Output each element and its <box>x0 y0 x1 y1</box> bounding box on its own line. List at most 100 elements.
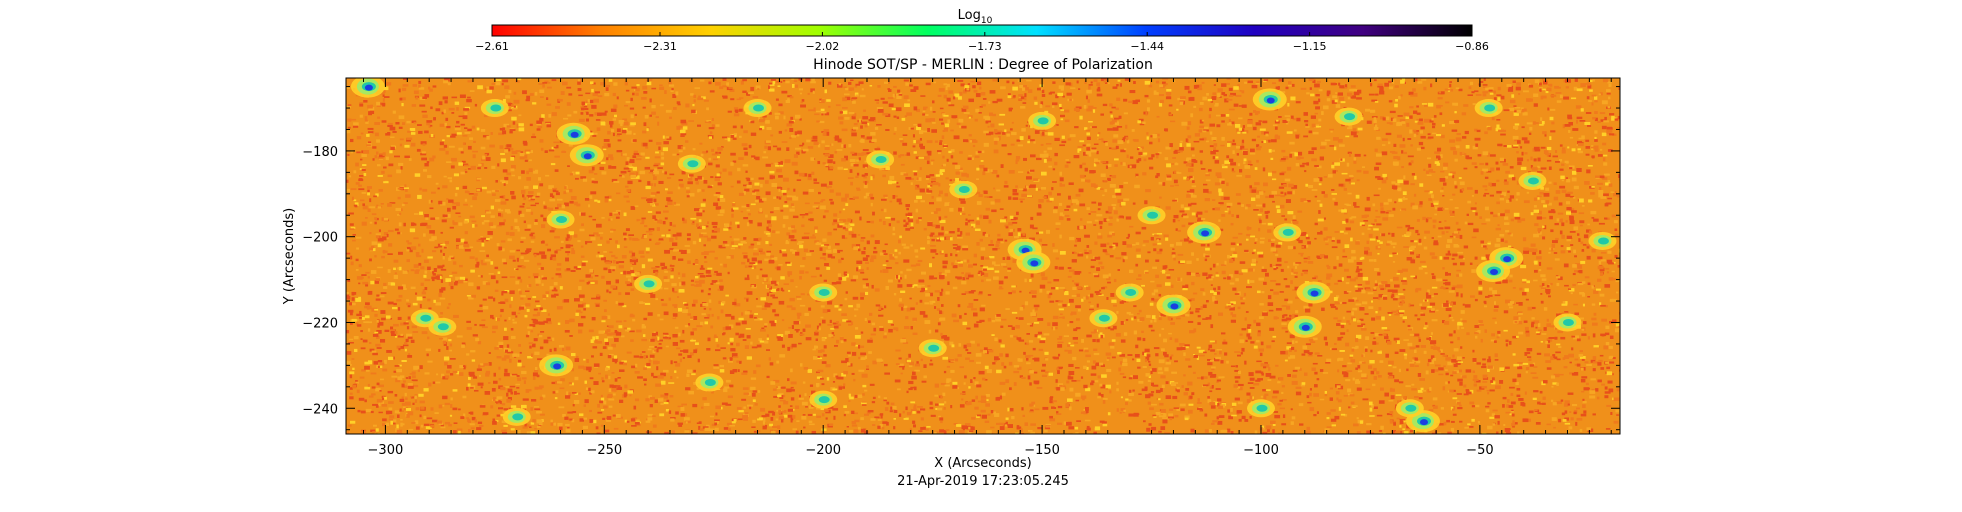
noise-speck <box>938 415 941 418</box>
noise-speck <box>714 257 718 260</box>
noise-speck <box>1174 360 1178 363</box>
noise-speck <box>1574 269 1577 273</box>
noise-speck <box>1138 274 1142 277</box>
noise-speck <box>1168 332 1172 335</box>
noise-speck <box>743 406 746 409</box>
noise-speck <box>1033 96 1038 100</box>
noise-speck <box>892 233 896 236</box>
noise-speck <box>983 142 989 147</box>
noise-speck <box>1286 305 1291 310</box>
noise-speck <box>605 315 611 319</box>
noise-speck <box>1059 184 1065 187</box>
noise-speck <box>554 236 560 239</box>
noise-speck <box>1191 272 1196 276</box>
noise-speck <box>818 120 825 124</box>
noise-speck <box>455 276 461 280</box>
noise-speck <box>1426 362 1430 367</box>
noise-speck <box>1165 282 1171 286</box>
noise-speck <box>1027 121 1030 124</box>
noise-speck <box>1503 145 1508 147</box>
noise-speck <box>1209 123 1215 127</box>
noise-speck <box>731 213 734 218</box>
noise-speck <box>1581 135 1585 140</box>
noise-speck <box>1216 262 1219 266</box>
noise-speck <box>766 220 771 224</box>
noise-speck <box>1371 116 1378 118</box>
noise-speck <box>1538 269 1542 272</box>
noise-speck <box>571 171 575 176</box>
noise-speck <box>376 294 380 297</box>
noise-speck <box>355 298 362 302</box>
noise-speck <box>1275 308 1282 311</box>
noise-speck <box>793 188 796 192</box>
noise-speck <box>1599 293 1605 297</box>
noise-speck <box>1458 273 1463 277</box>
noise-speck <box>1157 138 1161 143</box>
noise-speck <box>715 81 721 86</box>
noise-speck <box>1576 116 1583 120</box>
noise-speck <box>377 266 383 269</box>
noise-speck <box>466 320 471 323</box>
noise-speck <box>616 134 620 137</box>
noise-speck <box>626 164 632 167</box>
noise-speck <box>1356 179 1360 182</box>
noise-speck <box>856 303 861 308</box>
noise-speck <box>860 417 864 421</box>
noise-speck <box>526 177 531 181</box>
noise-speck <box>1481 256 1486 260</box>
noise-speck <box>350 255 353 260</box>
noise-speck <box>1024 93 1027 97</box>
noise-speck <box>361 221 367 226</box>
noise-speck <box>1314 237 1317 240</box>
noise-speck <box>531 399 537 402</box>
noise-speck <box>1039 84 1044 87</box>
noise-speck <box>1154 234 1159 237</box>
noise-speck <box>1029 237 1035 242</box>
noise-speck <box>1094 219 1099 222</box>
noise-speck <box>923 106 928 109</box>
noise-speck <box>1550 229 1554 233</box>
noise-speck <box>789 345 793 350</box>
noise-speck <box>1190 298 1195 301</box>
noise-speck <box>1330 303 1335 307</box>
noise-speck <box>1345 379 1351 382</box>
noise-speck <box>934 290 940 293</box>
noise-speck <box>458 215 462 218</box>
noise-speck <box>1067 138 1072 141</box>
noise-speck <box>504 327 507 331</box>
noise-speck <box>1391 185 1398 189</box>
noise-speck <box>1576 363 1581 367</box>
noise-speck <box>1495 385 1501 390</box>
noise-speck <box>1195 213 1199 218</box>
noise-speck <box>893 293 897 296</box>
noise-speck <box>654 243 660 245</box>
noise-speck <box>486 190 492 194</box>
noise-speck <box>1030 184 1036 188</box>
noise-speck <box>1603 162 1608 166</box>
noise-speck <box>1009 255 1012 258</box>
noise-speck <box>630 418 635 422</box>
noise-speck <box>817 350 822 353</box>
noise-speck <box>1474 90 1479 93</box>
noise-speck <box>1361 325 1365 329</box>
noise-speck <box>1493 90 1496 94</box>
noise-speck <box>1246 333 1251 337</box>
noise-speck <box>944 401 947 404</box>
noise-speck <box>848 227 853 231</box>
noise-speck <box>1331 240 1335 242</box>
noise-speck <box>916 108 920 113</box>
noise-speck <box>1094 274 1100 278</box>
noise-speck <box>1489 87 1494 90</box>
noise-speck <box>961 280 967 285</box>
noise-speck <box>1116 84 1119 87</box>
noise-speck <box>984 420 990 423</box>
noise-speck <box>638 250 645 254</box>
noise-speck <box>1060 387 1065 391</box>
noise-speck <box>1540 95 1544 100</box>
noise-speck <box>1495 227 1501 231</box>
noise-speck <box>851 132 857 137</box>
noise-speck <box>612 268 615 272</box>
noise-speck <box>474 224 478 227</box>
noise-speck <box>678 423 683 427</box>
noise-speck <box>1061 140 1067 144</box>
